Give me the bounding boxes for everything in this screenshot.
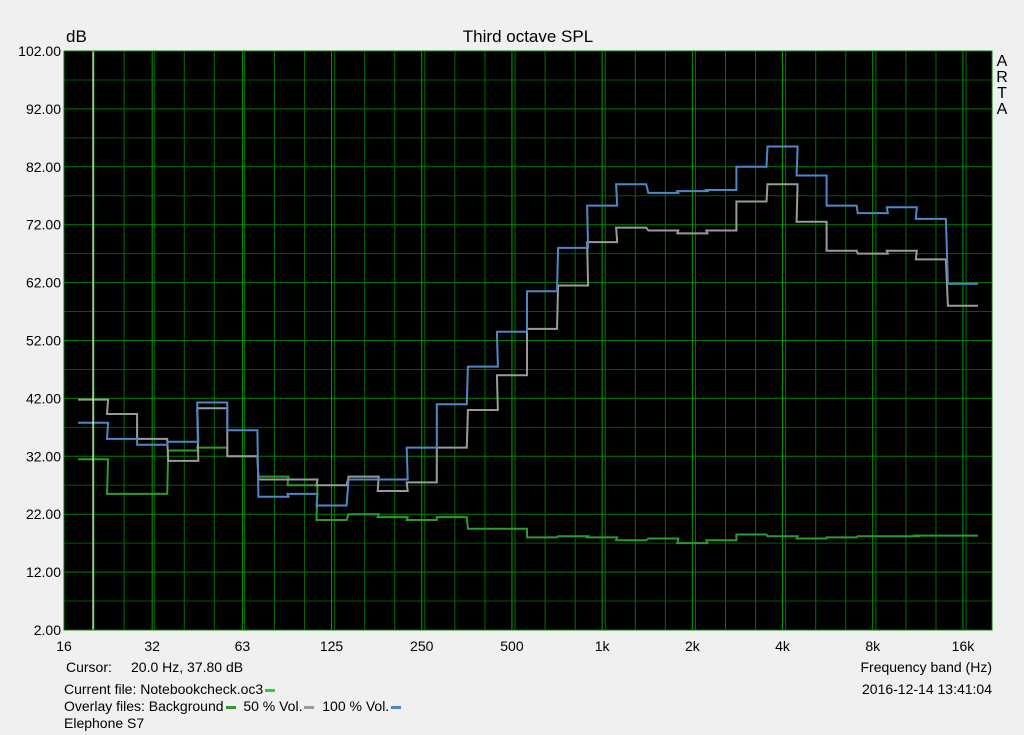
vol50-swatch bbox=[304, 705, 315, 709]
series-group bbox=[78, 51, 978, 630]
current-file-label: Current file: Notebookcheck.oc3 bbox=[64, 681, 264, 697]
y-tick-label: 42.00 bbox=[26, 390, 61, 406]
overlay-100-label: 100 % Vol. bbox=[322, 698, 390, 714]
timestamp: 2016-12-14 13:41:04 bbox=[862, 681, 992, 697]
x-tick-label: 4k bbox=[775, 638, 791, 654]
background-swatch bbox=[225, 705, 236, 709]
x-tick-label: 500 bbox=[500, 638, 524, 654]
current-file-line: Current file: Notebookcheck.oc3 bbox=[64, 681, 276, 697]
series-line bbox=[78, 183, 978, 492]
series-line bbox=[78, 145, 978, 507]
vol100-swatch bbox=[391, 705, 402, 709]
x-tick-label: 16k bbox=[952, 638, 976, 654]
x-tick-label: 1k bbox=[595, 638, 611, 654]
y-tick-label: 72.00 bbox=[26, 217, 61, 233]
chart-title: Third octave SPL bbox=[463, 27, 593, 46]
x-tick-label: 2k bbox=[685, 638, 701, 654]
y-tick-label: 62.00 bbox=[26, 275, 61, 291]
cursor-readout: 20.0 Hz, 37.80 dB bbox=[131, 659, 244, 675]
y-tick-label: 2.00 bbox=[34, 622, 61, 638]
overlay-50-label: 50 % Vol. bbox=[243, 698, 303, 714]
y-tick-label: 52.00 bbox=[26, 333, 61, 349]
x-tick-label: 63 bbox=[235, 638, 251, 654]
current-file-swatch bbox=[265, 688, 276, 692]
cursor-label: Cursor: bbox=[66, 659, 112, 675]
overlay-files-line: Overlay files: Background 50 % Vol. 100 … bbox=[64, 698, 402, 714]
y-tick-labels: 102.00 92.00 82.00 72.00 62.00 52.00 42.00 32.0… bbox=[18, 43, 61, 638]
y-tick-label: 102.00 bbox=[18, 43, 61, 59]
y-tick-label: 82.00 bbox=[26, 159, 61, 175]
plot-border bbox=[63, 50, 993, 631]
y-tick-label: 32.00 bbox=[26, 448, 61, 464]
overlay-label: Overlay files: Background bbox=[64, 698, 224, 714]
x-tick-label: 250 bbox=[410, 638, 434, 654]
device-name: Elephone S7 bbox=[64, 715, 145, 731]
x-tick-label: 8k bbox=[865, 638, 881, 654]
y-tick-label: 12.00 bbox=[26, 564, 61, 580]
y-axis-label: dB bbox=[66, 27, 87, 46]
x-tick-labels: 16 32 63 125 250 500 1k 2k 4k 8k 16k bbox=[56, 638, 975, 654]
x-tick-label: 32 bbox=[144, 638, 160, 654]
x-axis-title: Frequency band (Hz) bbox=[860, 659, 992, 675]
x-tick-label: 125 bbox=[320, 638, 344, 654]
x-tick-label: 16 bbox=[56, 638, 72, 654]
y-tick-label: 22.00 bbox=[26, 506, 61, 522]
y-tick-label: 92.00 bbox=[26, 101, 61, 117]
